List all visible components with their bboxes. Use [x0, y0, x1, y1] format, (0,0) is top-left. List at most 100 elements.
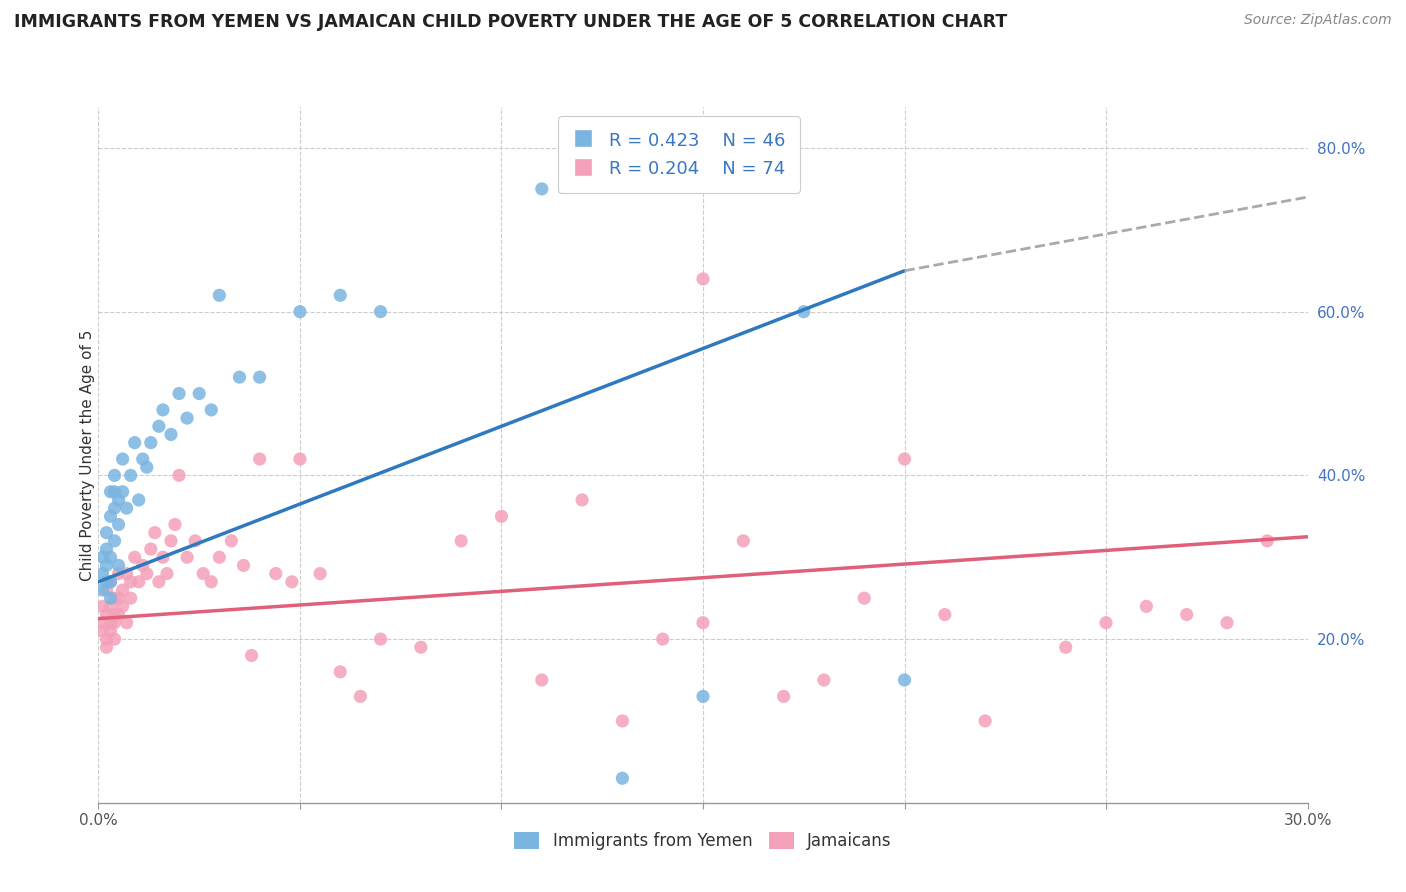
Point: [1054, 640, 1077, 655]
Point: [107, 492, 129, 507]
Point: [160, 533, 183, 548]
Point: [1216, 615, 1239, 630]
Point: [163, 517, 186, 532]
Point: [692, 272, 714, 286]
Point: [107, 591, 129, 606]
Point: [107, 607, 129, 622]
Point: [208, 550, 231, 565]
Point: [1175, 607, 1198, 622]
Point: [692, 690, 714, 704]
Point: [96, 574, 118, 589]
Point: [96, 582, 118, 597]
Point: [692, 615, 714, 630]
Point: [91, 624, 114, 638]
Point: [176, 550, 198, 565]
Point: [107, 566, 129, 581]
Point: [100, 574, 122, 589]
Point: [793, 304, 815, 318]
Point: [103, 468, 125, 483]
Point: [1256, 533, 1278, 548]
Point: [139, 542, 162, 557]
Point: [124, 435, 146, 450]
Point: [221, 533, 243, 548]
Point: [370, 632, 392, 646]
Point: [530, 673, 553, 687]
Point: [100, 550, 122, 565]
Point: [1135, 599, 1157, 614]
Point: [228, 370, 250, 384]
Point: [111, 452, 134, 467]
Point: [143, 525, 166, 540]
Point: [156, 566, 179, 581]
Point: [249, 370, 271, 384]
Point: [193, 566, 215, 581]
Point: [96, 558, 118, 573]
Point: [612, 714, 634, 728]
Point: [934, 607, 956, 622]
Point: [733, 533, 755, 548]
Point: [184, 533, 207, 548]
Point: [188, 386, 211, 401]
Point: [200, 403, 222, 417]
Point: [571, 492, 593, 507]
Point: [115, 615, 138, 630]
Point: [132, 558, 155, 573]
Point: [813, 673, 835, 687]
Point: [264, 566, 287, 581]
Point: [91, 550, 114, 565]
Legend: Immigrants from Yemen, Jamaicans: Immigrants from Yemen, Jamaicans: [508, 826, 898, 857]
Y-axis label: Child Poverty Under the Age of 5: Child Poverty Under the Age of 5: [80, 329, 94, 581]
Point: [100, 615, 122, 630]
Point: [139, 435, 162, 450]
Point: [124, 550, 146, 565]
Point: [107, 558, 129, 573]
Point: [167, 468, 190, 483]
Point: [450, 533, 472, 548]
Point: [111, 582, 134, 597]
Point: [208, 288, 231, 302]
Point: [96, 632, 118, 646]
Point: [91, 599, 114, 614]
Point: [120, 468, 142, 483]
Point: [100, 599, 122, 614]
Point: [128, 574, 150, 589]
Point: [893, 673, 915, 687]
Point: [96, 525, 118, 540]
Point: [309, 566, 332, 581]
Point: [120, 591, 142, 606]
Point: [167, 386, 190, 401]
Point: [96, 542, 118, 557]
Point: [288, 304, 311, 318]
Point: [240, 648, 263, 663]
Point: [148, 574, 170, 589]
Point: [974, 714, 997, 728]
Point: [115, 501, 138, 516]
Point: [100, 574, 122, 589]
Point: [103, 615, 125, 630]
Point: [288, 452, 311, 467]
Point: [176, 411, 198, 425]
Point: [111, 484, 134, 499]
Point: [100, 624, 122, 638]
Point: [111, 599, 134, 614]
Point: [281, 574, 304, 589]
Point: [893, 452, 915, 467]
Point: [100, 591, 122, 606]
Text: IMMIGRANTS FROM YEMEN VS JAMAICAN CHILD POVERTY UNDER THE AGE OF 5 CORRELATION C: IMMIGRANTS FROM YEMEN VS JAMAICAN CHILD …: [14, 13, 1007, 31]
Point: [103, 484, 125, 499]
Point: [132, 452, 155, 467]
Point: [329, 288, 352, 302]
Point: [128, 492, 150, 507]
Point: [200, 574, 222, 589]
Point: [96, 607, 118, 622]
Point: [91, 566, 114, 581]
Point: [107, 517, 129, 532]
Point: [103, 501, 125, 516]
Point: [135, 566, 157, 581]
Point: [100, 509, 122, 524]
Point: [103, 533, 125, 548]
Point: [103, 591, 125, 606]
Point: [612, 771, 634, 785]
Point: [120, 574, 142, 589]
Point: [115, 566, 138, 581]
